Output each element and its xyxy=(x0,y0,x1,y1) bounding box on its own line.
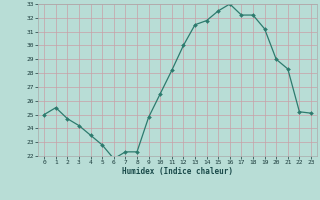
X-axis label: Humidex (Indice chaleur): Humidex (Indice chaleur) xyxy=(122,167,233,176)
